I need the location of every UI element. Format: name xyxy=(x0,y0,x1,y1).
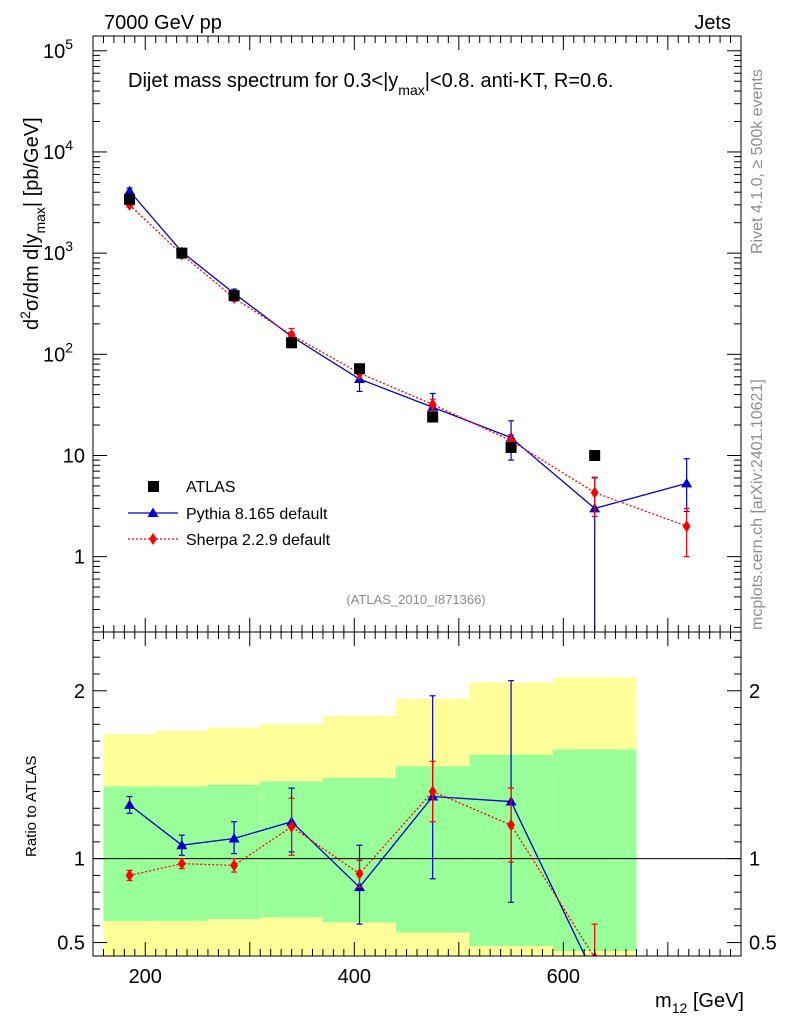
legend-pythia-label: Pythia 8.165 default xyxy=(186,506,328,523)
header-energy-label: 7000 GeV pp xyxy=(104,12,222,34)
main-atlas-point xyxy=(505,441,517,453)
main-pythia-point xyxy=(681,477,693,488)
legend-atlas-marker xyxy=(148,481,159,492)
ratio-sherpa-point xyxy=(355,867,364,880)
legend-sherpa-label: Sherpa 2.2.9 default xyxy=(186,532,331,549)
main-y-tick-label: 105 xyxy=(43,36,73,63)
main-sherpa-point xyxy=(428,398,437,411)
ratio-pythia-point xyxy=(176,839,188,850)
main-y-tick-label: 104 xyxy=(43,137,73,164)
main-atlas-point xyxy=(176,247,188,259)
ratio-y-tick-label-right: 1 xyxy=(749,849,760,871)
main-sherpa-line xyxy=(129,204,687,527)
main-atlas-point xyxy=(427,411,439,423)
ratio-sherpa-point xyxy=(230,859,239,872)
ratio-panel: 2 2 1 1 0.5 0.5 200 400 600 Ratio to ATLAS m12 [… xyxy=(23,631,777,1016)
main-y-tick-label: 103 xyxy=(43,238,73,265)
ratio-pythia-point xyxy=(228,832,240,843)
ratio-sherpa-point xyxy=(287,820,296,833)
main-atlas-point xyxy=(124,193,136,205)
ratio-y-tick-label: 0.5 xyxy=(57,933,85,955)
ratio-sherpa-point xyxy=(177,857,186,870)
main-pythia-line xyxy=(129,190,687,510)
ratio-sherpa-point xyxy=(507,819,516,832)
legend-atlas-label: ATLAS xyxy=(186,479,236,496)
x-axis-label: m12 [GeV] xyxy=(655,990,744,1016)
rivet-version-label: Rivet 4.1.0, ≥ 500k events xyxy=(749,69,766,254)
ratio-y-tick-label-right: 2 xyxy=(749,681,760,703)
plot-title: Dijet mass spectrum for 0.3<|ymax|<0.8. … xyxy=(128,70,613,98)
main-plot-area xyxy=(124,185,693,632)
ratio-plot-area xyxy=(93,677,741,956)
main-pythia-point xyxy=(124,185,136,196)
ratio-sherpa-line xyxy=(129,790,595,956)
mcplots-citation-label: mcplots.cern.ch [arXiv:2401.10621] xyxy=(749,379,766,630)
x-tick-label: 200 xyxy=(129,966,162,988)
ratio-axis-ticks: 2 2 1 1 0.5 0.5 200 400 600 xyxy=(57,632,777,988)
x-tick-label: 400 xyxy=(338,966,371,988)
ratio-sherpa-point xyxy=(125,869,134,882)
ratio-y-tick-label-right: 0.5 xyxy=(749,933,777,955)
legend: ATLAS Pythia 8.165 default Sherpa 2.2.9 … xyxy=(128,479,331,549)
main-atlas-point xyxy=(589,449,601,461)
ratio-sherpa-point xyxy=(428,785,437,798)
ratio-pythia-point xyxy=(124,799,136,809)
main-atlas-point xyxy=(354,363,366,375)
ratio-y-axis-label: Ratio to ATLAS xyxy=(23,756,40,857)
main-y-axis-label: d2σ/dm d|ymax| [pb/GeV] xyxy=(17,117,48,330)
ratio-y-tick-label: 2 xyxy=(74,681,85,703)
main-atlas-point xyxy=(286,337,298,349)
main-atlas-point xyxy=(228,290,240,302)
legend-pythia-marker xyxy=(147,507,159,517)
main-y-tick-label: 10 xyxy=(63,445,85,467)
ratio-uncertainty-band-inner xyxy=(552,749,637,951)
ratio-pythia-line xyxy=(129,795,586,956)
ratio-y-tick-label: 1 xyxy=(74,849,85,871)
main-sherpa-point xyxy=(590,486,599,499)
main-y-tick-label: 1 xyxy=(74,547,85,569)
header-process-label: Jets xyxy=(694,12,731,34)
x-tick-label: 600 xyxy=(547,966,580,988)
analysis-watermark: (ATLAS_2010_I871366) xyxy=(346,592,485,607)
legend-sherpa-marker xyxy=(149,533,157,545)
main-y-tick-label: 102 xyxy=(43,339,73,366)
main-sherpa-point xyxy=(682,520,691,533)
